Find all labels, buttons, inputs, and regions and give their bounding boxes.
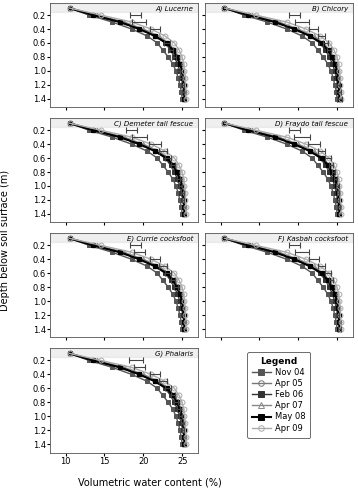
Text: F) Kasbah cocksfoot: F) Kasbah cocksfoot: [278, 236, 348, 242]
Legend: Nov 04, Apr 05, Feb 06, Apr 07, May 08, Apr 09: Nov 04, Apr 05, Feb 06, Apr 07, May 08, …: [247, 352, 310, 438]
Text: A) Lucerne: A) Lucerne: [155, 6, 193, 12]
Text: Depth below soil surface (m): Depth below soil surface (m): [0, 170, 10, 310]
Bar: [50, 348, 198, 357]
Bar: [50, 232, 198, 242]
Text: G) Phalaris: G) Phalaris: [155, 351, 193, 358]
Bar: [205, 232, 353, 242]
Text: D) Fraydo tall fescue: D) Fraydo tall fescue: [275, 121, 348, 128]
Text: C) Demeter tall fescue: C) Demeter tall fescue: [114, 121, 193, 128]
Bar: [50, 2, 198, 12]
Text: Volumetric water content (%): Volumetric water content (%): [78, 478, 222, 488]
Bar: [50, 118, 198, 126]
Text: B) Chicory: B) Chicory: [312, 6, 348, 12]
Text: E) Currie cocksfoot: E) Currie cocksfoot: [127, 236, 193, 242]
Bar: [205, 118, 353, 126]
Bar: [205, 2, 353, 12]
